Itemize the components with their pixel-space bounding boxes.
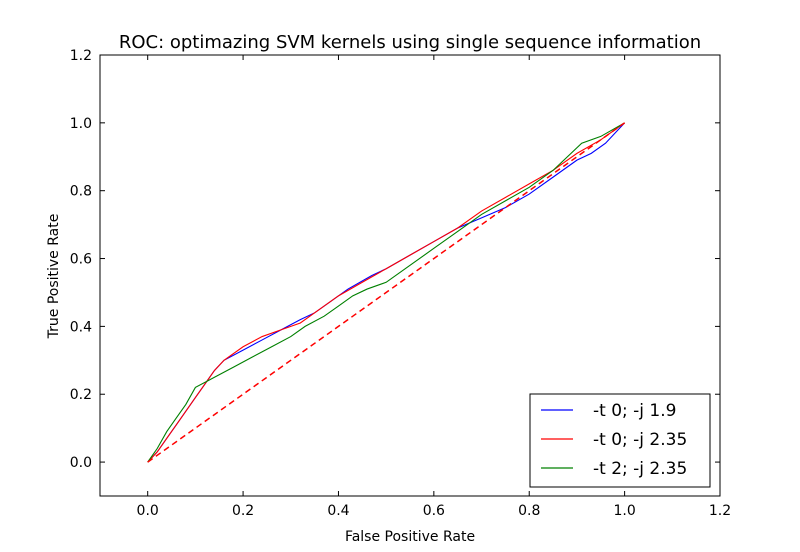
y-tick-label: 0.8 [70, 184, 92, 200]
x-tick-label: 1.0 [613, 503, 635, 519]
x-tick-label: 0.8 [518, 503, 540, 519]
chart-title: ROC: optimazing SVM kernels using single… [119, 32, 701, 53]
x-tick-label: 1.2 [709, 503, 731, 519]
y-tick-label: 0.4 [70, 319, 92, 335]
y-axis-title: True Positive Rate [46, 214, 62, 340]
legend-label: -t 0; -j 2.35 [593, 430, 687, 450]
series-line-2 [147, 122, 625, 463]
ticks-layer [100, 54, 721, 496]
series-line-3 [147, 122, 626, 463]
y-tick-label: 0.0 [70, 455, 92, 471]
y-tick-label: 1.0 [70, 116, 92, 132]
x-axis-title: False Positive Rate [345, 529, 475, 545]
tick-labels-layer: 0.0 0.2 0.4 0.6 0.8 1.0 1.2 0.0 0.2 0.4 0.6 0.8 1.0 1… [70, 48, 731, 519]
legend-label: -t 2; -j 2.35 [593, 459, 687, 479]
y-tick-label: 0.2 [70, 387, 92, 403]
legend-label: -t 0; -j 1.9 [593, 401, 676, 421]
y-tick-label: 1.2 [70, 48, 92, 64]
x-tick-label: 0.6 [423, 503, 445, 519]
x-tick-label: 0.2 [232, 503, 254, 519]
x-tick-label: 0.0 [137, 503, 159, 519]
legend-items: -t 0; -j 1.9 -t 0; -j 2.35 -t 2; -j 2.35 [541, 401, 687, 479]
x-tick-label: 0.4 [327, 503, 349, 519]
series-line-1 [147, 122, 625, 463]
series-layer [147, 122, 626, 463]
legend: -t 0; -j 1.9 -t 0; -j 2.35 -t 2; -j 2.35 [529, 393, 711, 488]
y-tick-label: 0.6 [70, 252, 92, 268]
